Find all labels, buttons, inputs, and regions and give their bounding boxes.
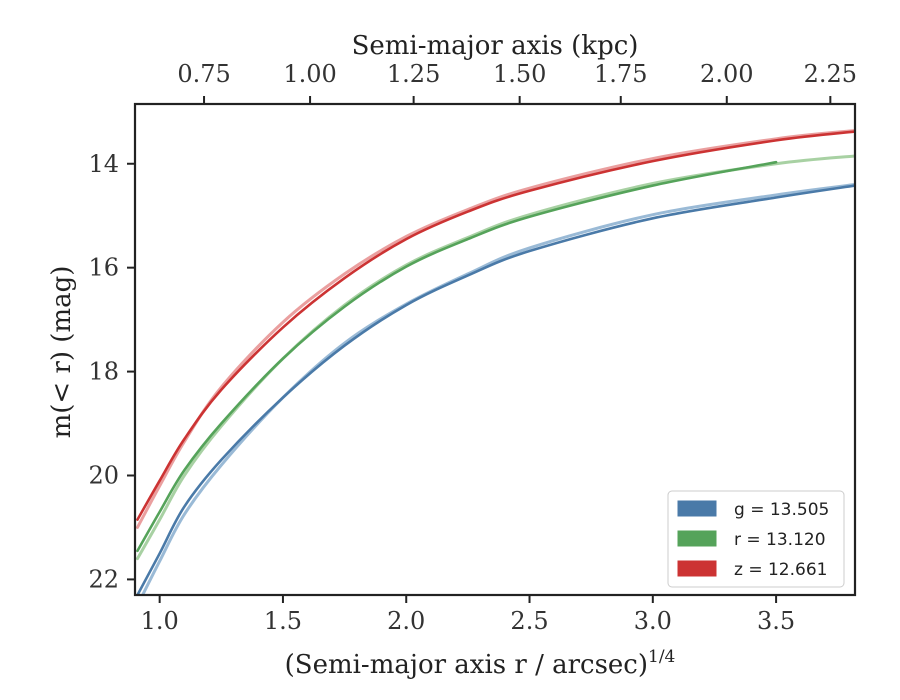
legend-swatch-z <box>677 560 717 577</box>
plot-frame <box>133 102 857 597</box>
legend-label-r: r = 13.120 <box>734 530 826 550</box>
x-tick-label: 3.5 <box>757 607 795 635</box>
y-tick-label: 18 <box>88 358 119 386</box>
series-r-line <box>136 160 778 553</box>
series-z-line <box>136 130 855 521</box>
x-axis-label-text: (Semi-major axis r / arcsec) <box>285 650 648 680</box>
x-tick-label: 1.0 <box>141 607 179 635</box>
x-tick-label: 2.5 <box>510 607 548 635</box>
x-tick-label: 1.5 <box>264 607 302 635</box>
series-z-alt-line <box>135 129 855 529</box>
y-tick-label: 16 <box>88 254 119 282</box>
legend: g = 13.505 r = 13.120 z = 12.661 <box>667 490 845 588</box>
top-x-tick-label: 0.75 <box>177 60 230 88</box>
y-axis-label: m(< r) (mag) <box>47 266 77 439</box>
y-tick-label: 14 <box>88 150 119 178</box>
top-x-tick-label: 2.00 <box>700 60 753 88</box>
y-tick-label: 20 <box>88 461 119 489</box>
x-tick-label: 2.0 <box>387 607 425 635</box>
series-g-line <box>136 184 855 595</box>
y-axis: 14 16 18 20 22 <box>88 150 135 593</box>
top-x-axis: 0.75 1.00 1.25 1.50 1.75 2.00 2.25 <box>177 60 857 104</box>
top-x-tick-label: 1.50 <box>493 60 546 88</box>
x-tick-label: 3.0 <box>634 607 672 635</box>
series-layer <box>135 129 855 595</box>
bottom-x-axis: 1.0 1.5 2.0 2.5 3.0 3.5 <box>141 595 795 635</box>
series-r-alt-line <box>135 154 855 561</box>
legend-label-z: z = 12.661 <box>734 560 827 580</box>
legend-swatch-r <box>677 530 717 547</box>
legend-label-g: g = 13.505 <box>734 500 829 520</box>
top-x-tick-label: 1.25 <box>387 60 440 88</box>
top-x-tick-label: 1.00 <box>283 60 336 88</box>
top-x-tick-label: 1.75 <box>594 60 647 88</box>
top-x-tick-label: 2.25 <box>804 60 857 88</box>
x-axis-label: (Semi-major axis r / arcsec)1/4 <box>285 647 676 680</box>
legend-swatch-g <box>677 500 717 517</box>
y-tick-label: 22 <box>88 565 119 593</box>
x-axis-label-exponent: 1/4 <box>648 647 675 667</box>
top-x-axis-label: Semi-major axis (kpc) <box>352 31 639 61</box>
